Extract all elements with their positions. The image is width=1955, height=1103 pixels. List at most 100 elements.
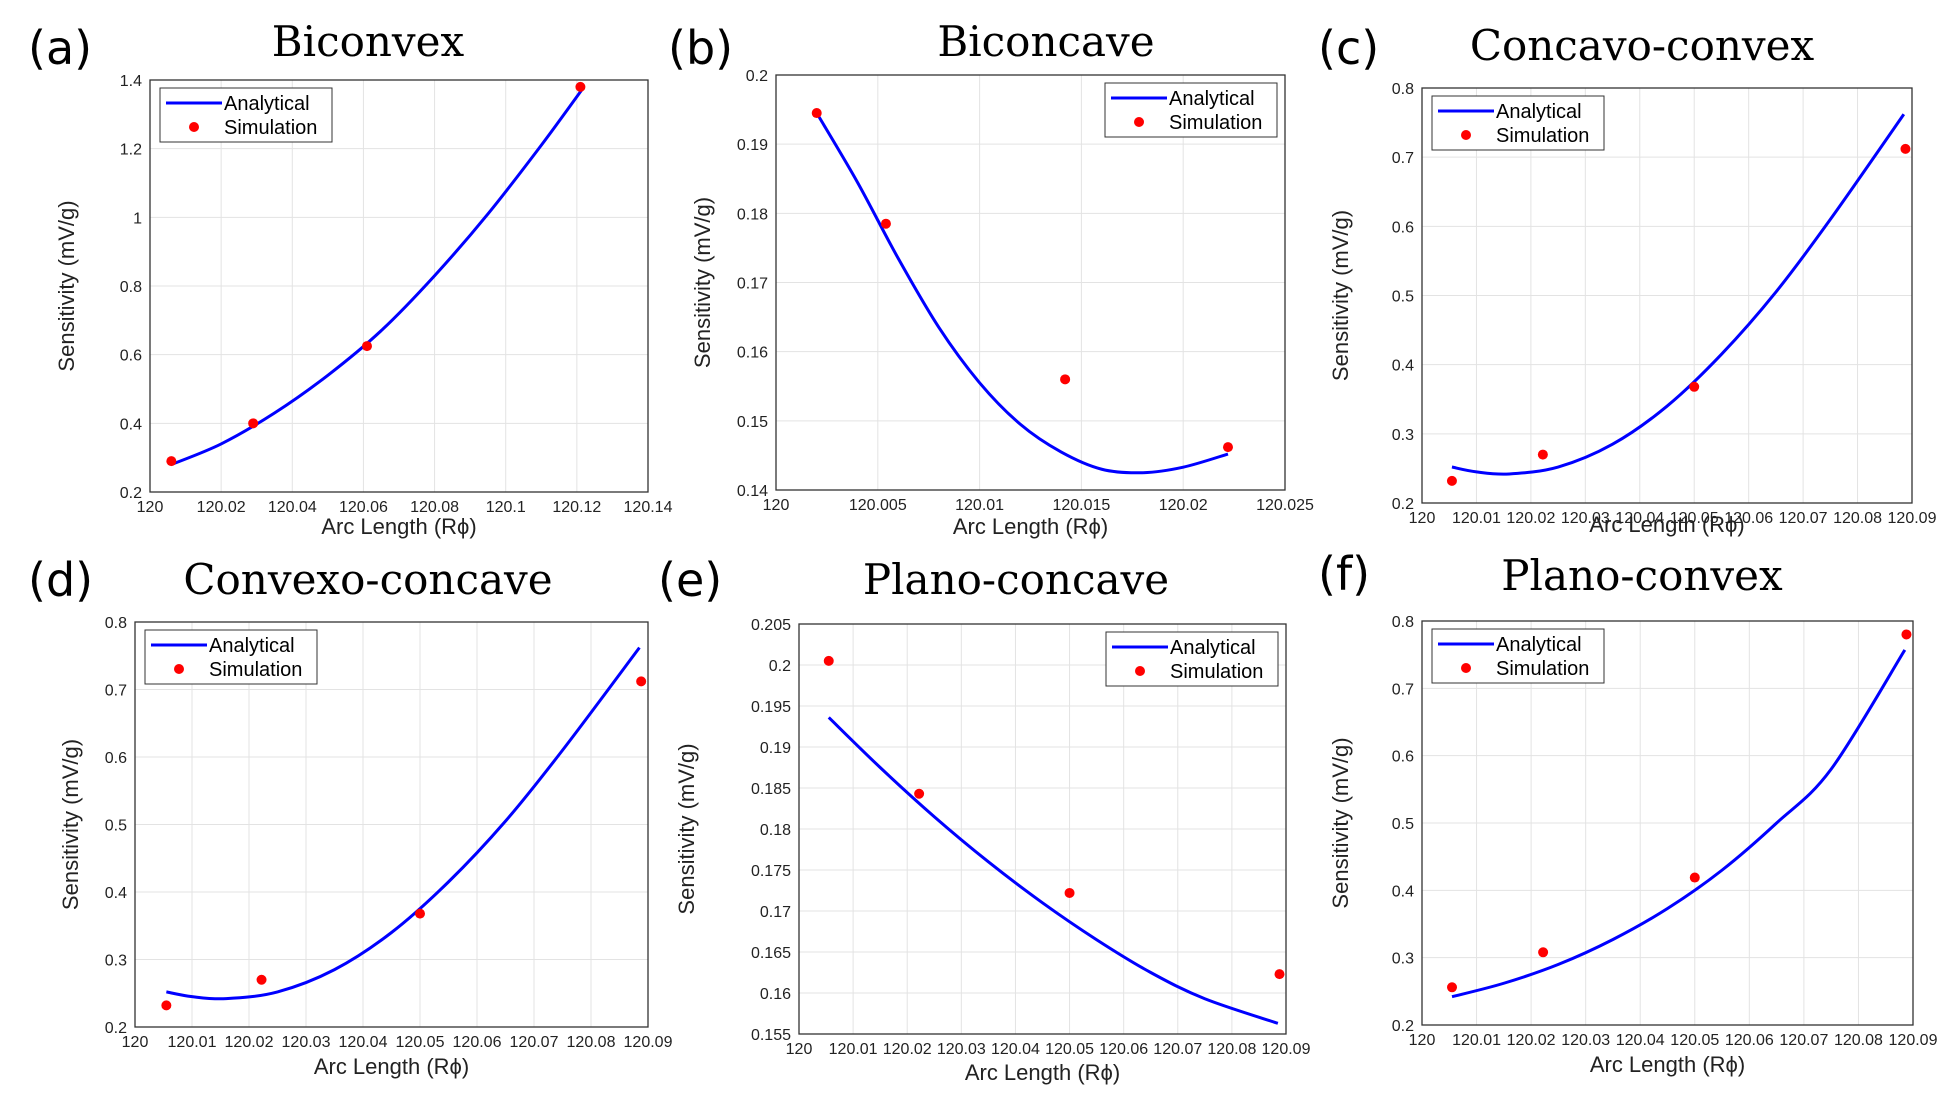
y-tick-label: 1.4 (120, 73, 142, 90)
x-tick-label: 120.02 (197, 499, 246, 516)
y-tick-label: 0.8 (120, 279, 142, 296)
panel-label: (e) (658, 553, 722, 607)
x-tick-label: 120.01 (829, 1041, 878, 1058)
y-tick-label: 0.4 (1392, 883, 1414, 900)
y-tick-label: 0.6 (1392, 219, 1414, 236)
x-tick-label: 120 (763, 497, 790, 514)
y-tick-label: 0.3 (1392, 951, 1414, 968)
chart-title: Convexo-concave (183, 555, 552, 604)
data-point-simulation (1537, 449, 1548, 460)
x-tick-label: 120.06 (453, 1034, 502, 1051)
chart-title: Plano-concave (863, 555, 1169, 604)
y-tick-label: 1 (133, 210, 142, 227)
y-tick-label: 0.185 (751, 781, 791, 798)
x-tick-label: 120.08 (567, 1034, 616, 1051)
legend-label: Simulation (1170, 661, 1263, 683)
axes-frame (775, 74, 1286, 491)
y-axis-label: Sensitivity (mV/g) (54, 200, 79, 371)
series-line-analytical (166, 646, 641, 1001)
axes-frame (134, 621, 649, 1028)
y-tick-label: 0.3 (105, 953, 127, 970)
y-tick-label: 0.17 (760, 904, 791, 921)
x-tick-label: 120.05 (1670, 1032, 1719, 1049)
x-tick-label: 120.08 (410, 499, 459, 516)
legend-label: Simulation (224, 117, 317, 139)
data-point-simulation (256, 974, 267, 985)
legend-swatch-simulation (1461, 130, 1471, 140)
data-point-simulation (1274, 969, 1285, 980)
legend-label: Analytical (1169, 88, 1255, 110)
data-point-simulation (415, 908, 425, 919)
x-tick-label: 120.02 (883, 1041, 932, 1058)
y-tick-label: 0.5 (1392, 289, 1414, 306)
x-tick-label: 120.04 (268, 499, 317, 516)
y-tick-label: 0.175 (751, 863, 791, 880)
data-point-simulation (823, 655, 834, 666)
x-tick-label: 120 (1409, 1032, 1436, 1049)
legend-swatch-simulation (1134, 117, 1144, 127)
y-tick-label: 0.18 (760, 822, 791, 839)
data-point-simulation (1901, 629, 1912, 640)
legend-swatch-simulation (1461, 663, 1471, 673)
series-line-analytical (1451, 649, 1907, 999)
y-tick-label: 0.3 (1392, 427, 1414, 444)
axes-frame (1421, 620, 1914, 1026)
x-axis-label: Arc Length (Rϕ) (314, 1054, 469, 1079)
y-tick-label: 0.4 (120, 416, 142, 433)
x-axis-label: Arc Length (Rϕ) (953, 514, 1108, 539)
y-tick-label: 0.195 (751, 699, 791, 716)
x-tick-label: 120.01 (168, 1034, 217, 1051)
x-tick-label: 120.09 (1262, 1041, 1311, 1058)
data-point-simulation (1060, 374, 1071, 385)
data-point-simulation (361, 341, 372, 352)
x-tick-label: 120.12 (552, 499, 601, 516)
panel-label: (c) (1318, 21, 1379, 75)
legend-box (1431, 628, 1605, 684)
y-tick-label: 0.155 (751, 1027, 791, 1044)
y-tick-label: 0.205 (751, 617, 791, 634)
data-point-simulation (811, 108, 822, 119)
x-axis-label: Arc Length (Rϕ) (1589, 512, 1744, 537)
chart-title: Biconcave (937, 17, 1154, 66)
y-tick-label: 0.4 (105, 885, 127, 902)
series-line-analytical (815, 112, 1229, 475)
x-tick-label: 120.04 (339, 1034, 388, 1051)
y-tick-label: 0.2 (120, 485, 142, 502)
y-tick-label: 0.19 (737, 137, 768, 154)
x-tick-label: 120.02 (1507, 1032, 1556, 1049)
y-tick-label: 0.4 (1392, 358, 1414, 375)
y-tick-label: 0.165 (751, 945, 791, 962)
data-point-simulation (1689, 381, 1700, 392)
legend-swatch-simulation (189, 122, 199, 132)
x-tick-label: 120.005 (849, 497, 907, 514)
x-tick-label: 120.08 (1833, 510, 1882, 527)
data-point-simulation (636, 676, 647, 687)
x-axis-label: Arc Length (Rϕ) (1590, 1052, 1745, 1077)
y-tick-label: 0.16 (737, 345, 768, 362)
x-tick-label: 120.08 (1834, 1032, 1883, 1049)
legend-label: Analytical (224, 93, 310, 115)
y-axis-label: Sensitivity (mV/g) (1328, 210, 1353, 381)
x-tick-label: 120 (786, 1041, 813, 1058)
y-tick-label: 0.2 (1392, 496, 1414, 513)
x-tick-label: 120.02 (225, 1034, 274, 1051)
x-tick-label: 120.03 (1561, 510, 1610, 527)
y-tick-label: 0.7 (105, 683, 127, 700)
y-axis-label: Sensitivity (mV/g) (58, 739, 83, 910)
x-axis-label: Arc Length (Rϕ) (321, 514, 476, 539)
x-tick-label: 120.01 (1452, 510, 1501, 527)
legend-label: Simulation (1496, 658, 1589, 680)
y-tick-label: 0.15 (737, 414, 768, 431)
x-tick-label: 120.02 (1159, 497, 1208, 514)
legend-box (1431, 95, 1605, 151)
x-tick-label: 120 (137, 499, 164, 516)
data-point-simulation (1538, 947, 1549, 958)
x-tick-label: 120.07 (1779, 510, 1828, 527)
y-tick-label: 0.14 (737, 483, 768, 500)
series-line-analytical (170, 85, 586, 466)
